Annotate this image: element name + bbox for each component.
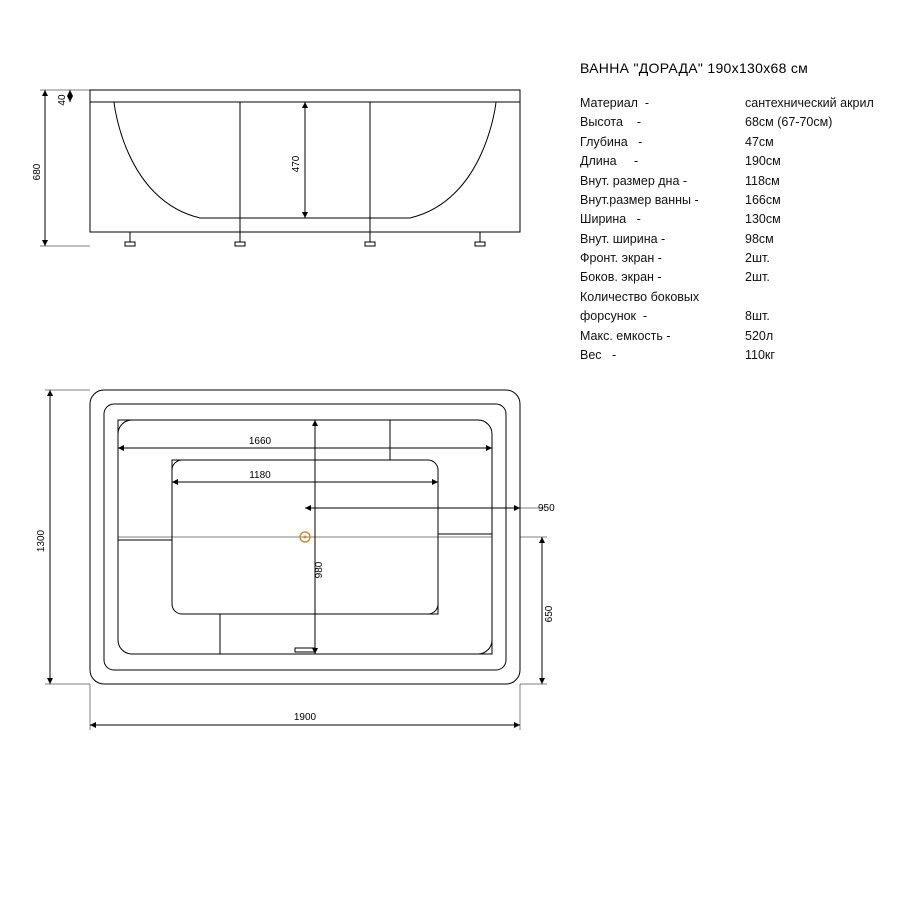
spec-label: Вес - [580, 346, 745, 365]
spec-value: 520л [745, 327, 880, 346]
technical-drawing: 680 40 470 [20, 60, 560, 840]
spec-value: 2шт. [745, 249, 880, 268]
spec-value: 8шт. [745, 307, 880, 326]
spec-label: Фронт. экран - [580, 249, 745, 268]
dim-label: 980 [314, 561, 325, 578]
product-title: ВАННА "ДОРАДА" 190х130х68 см [580, 60, 880, 76]
dim-label: 680 [32, 163, 43, 180]
dim-label: 950 [538, 503, 555, 514]
spec-row: Глубина -47см [580, 133, 880, 152]
dim-1900: 1900 [90, 684, 520, 730]
spec-row: Внут.размер ванны -166см [580, 191, 880, 210]
spec-row: Боков. экран - 2шт. [580, 268, 880, 287]
spec-row: Вес -110кг [580, 346, 880, 365]
spec-value: 166см [745, 191, 880, 210]
spec-row: Длина -190см [580, 152, 880, 171]
spec-row: Количество боковых [580, 288, 880, 307]
spec-label: Макс. емкость - [580, 327, 745, 346]
dim-40: 40 [57, 90, 70, 106]
spec-label: Количество боковых [580, 288, 745, 307]
side-view: 680 40 470 [32, 90, 520, 246]
dim-label: 1300 [36, 529, 47, 552]
spec-value: 68см (67-70см) [745, 113, 880, 132]
drain-center [304, 536, 307, 539]
drawing-panel: 680 40 470 [20, 60, 560, 840]
spec-label: Материал - [580, 94, 745, 113]
dim-1660: 1660 [118, 436, 492, 448]
dim-1180: 1180 [172, 470, 438, 482]
page: ВАННА "ДОРАДА" 190х130х68 см Материал -с… [0, 0, 900, 900]
spec-value: 2шт. [745, 268, 880, 287]
spec-row: Ширина -130см [580, 210, 880, 229]
dim-label: 1900 [294, 712, 317, 723]
spec-value [745, 288, 880, 307]
dim-label: 40 [57, 94, 68, 106]
dim-950: 950 [305, 503, 555, 514]
spec-row: Фронт. экран - 2шт. [580, 249, 880, 268]
dim-1300: 1300 [36, 390, 90, 684]
spec-label: Длина - [580, 152, 745, 171]
spec-label: Ширина - [580, 210, 745, 229]
spec-label: Внут. размер дна - [580, 172, 745, 191]
spec-row: Внут. ширина - 98см [580, 230, 880, 249]
spec-label: Высота - [580, 113, 745, 132]
spec-label: Глубина - [580, 133, 745, 152]
dim-650: 650 [520, 537, 555, 684]
spec-value: 110кг [745, 346, 880, 365]
spec-value: 98см [745, 230, 880, 249]
dim-label: 470 [291, 155, 302, 172]
spec-row: Внут. размер дна -118см [580, 172, 880, 191]
top-view: 1900 1300 1660 1180 [36, 390, 555, 730]
spec-value: 190см [745, 152, 880, 171]
spec-row: Материал -сантехнический акрил [580, 94, 880, 113]
spec-label: форсунок - [580, 307, 745, 326]
spec-row: Макс. емкость -520л [580, 327, 880, 346]
spec-row: Высота -68см (67-70см) [580, 113, 880, 132]
spec-value: 130см [745, 210, 880, 229]
spec-value: 118см [745, 172, 880, 191]
spec-label: Внут.размер ванны - [580, 191, 745, 210]
dim-label: 650 [544, 605, 555, 622]
spec-value: сантехнический акрил [745, 94, 880, 113]
dim-470: 470 [291, 102, 305, 218]
spec-label: Боков. экран - [580, 268, 745, 287]
spec-label: Внут. ширина - [580, 230, 745, 249]
spec-panel: ВАННА "ДОРАДА" 190х130х68 см Материал -с… [580, 60, 880, 365]
dim-label: 1180 [249, 470, 271, 481]
spec-value: 47см [745, 133, 880, 152]
dim-label: 1660 [249, 436, 272, 447]
spec-row: форсунок - 8шт. [580, 307, 880, 326]
dim-680: 680 [32, 90, 90, 246]
spec-list: Материал -сантехнический акрилВысота -68… [580, 94, 880, 365]
